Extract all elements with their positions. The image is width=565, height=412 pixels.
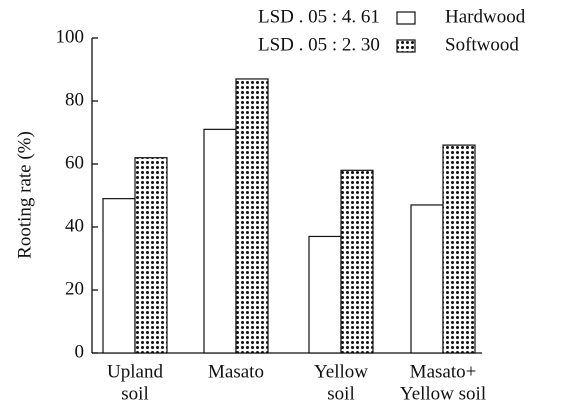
y-tick-label: 80: [65, 89, 84, 110]
x-tick-label: Upland: [107, 361, 163, 382]
y-axis-label: Rooting rate (%): [14, 131, 35, 259]
y-tick-label: 20: [65, 278, 84, 299]
bar: [340, 169, 374, 354]
bar: [308, 235, 342, 354]
annotation: LSD . 05 : 2. 30: [258, 34, 380, 55]
y-tick-label: 60: [65, 152, 84, 173]
x-tick-label: Masato+: [410, 361, 477, 382]
x-tick-label: soil: [327, 383, 354, 404]
legend-label: Hardwood: [445, 6, 526, 27]
y-tick-label: 100: [56, 26, 85, 47]
y-tick-label: 40: [65, 215, 84, 236]
legend-label: Softwood: [445, 34, 519, 55]
legend-swatch: [396, 39, 416, 53]
bar: [203, 128, 237, 354]
x-tick-label: soil: [121, 383, 148, 404]
annotation: LSD . 05 : 4. 61: [258, 6, 380, 27]
bar: [102, 198, 136, 354]
x-tick-label: Masato: [208, 361, 264, 382]
bar: [442, 144, 476, 354]
x-tick-label: Yellow soil: [400, 383, 486, 404]
bar: [235, 78, 269, 354]
bar: [410, 204, 444, 354]
bar: [134, 157, 168, 354]
y-tick-label: 0: [75, 341, 85, 362]
legend-swatch: [396, 11, 416, 25]
x-tick-label: Yellow: [314, 361, 368, 382]
